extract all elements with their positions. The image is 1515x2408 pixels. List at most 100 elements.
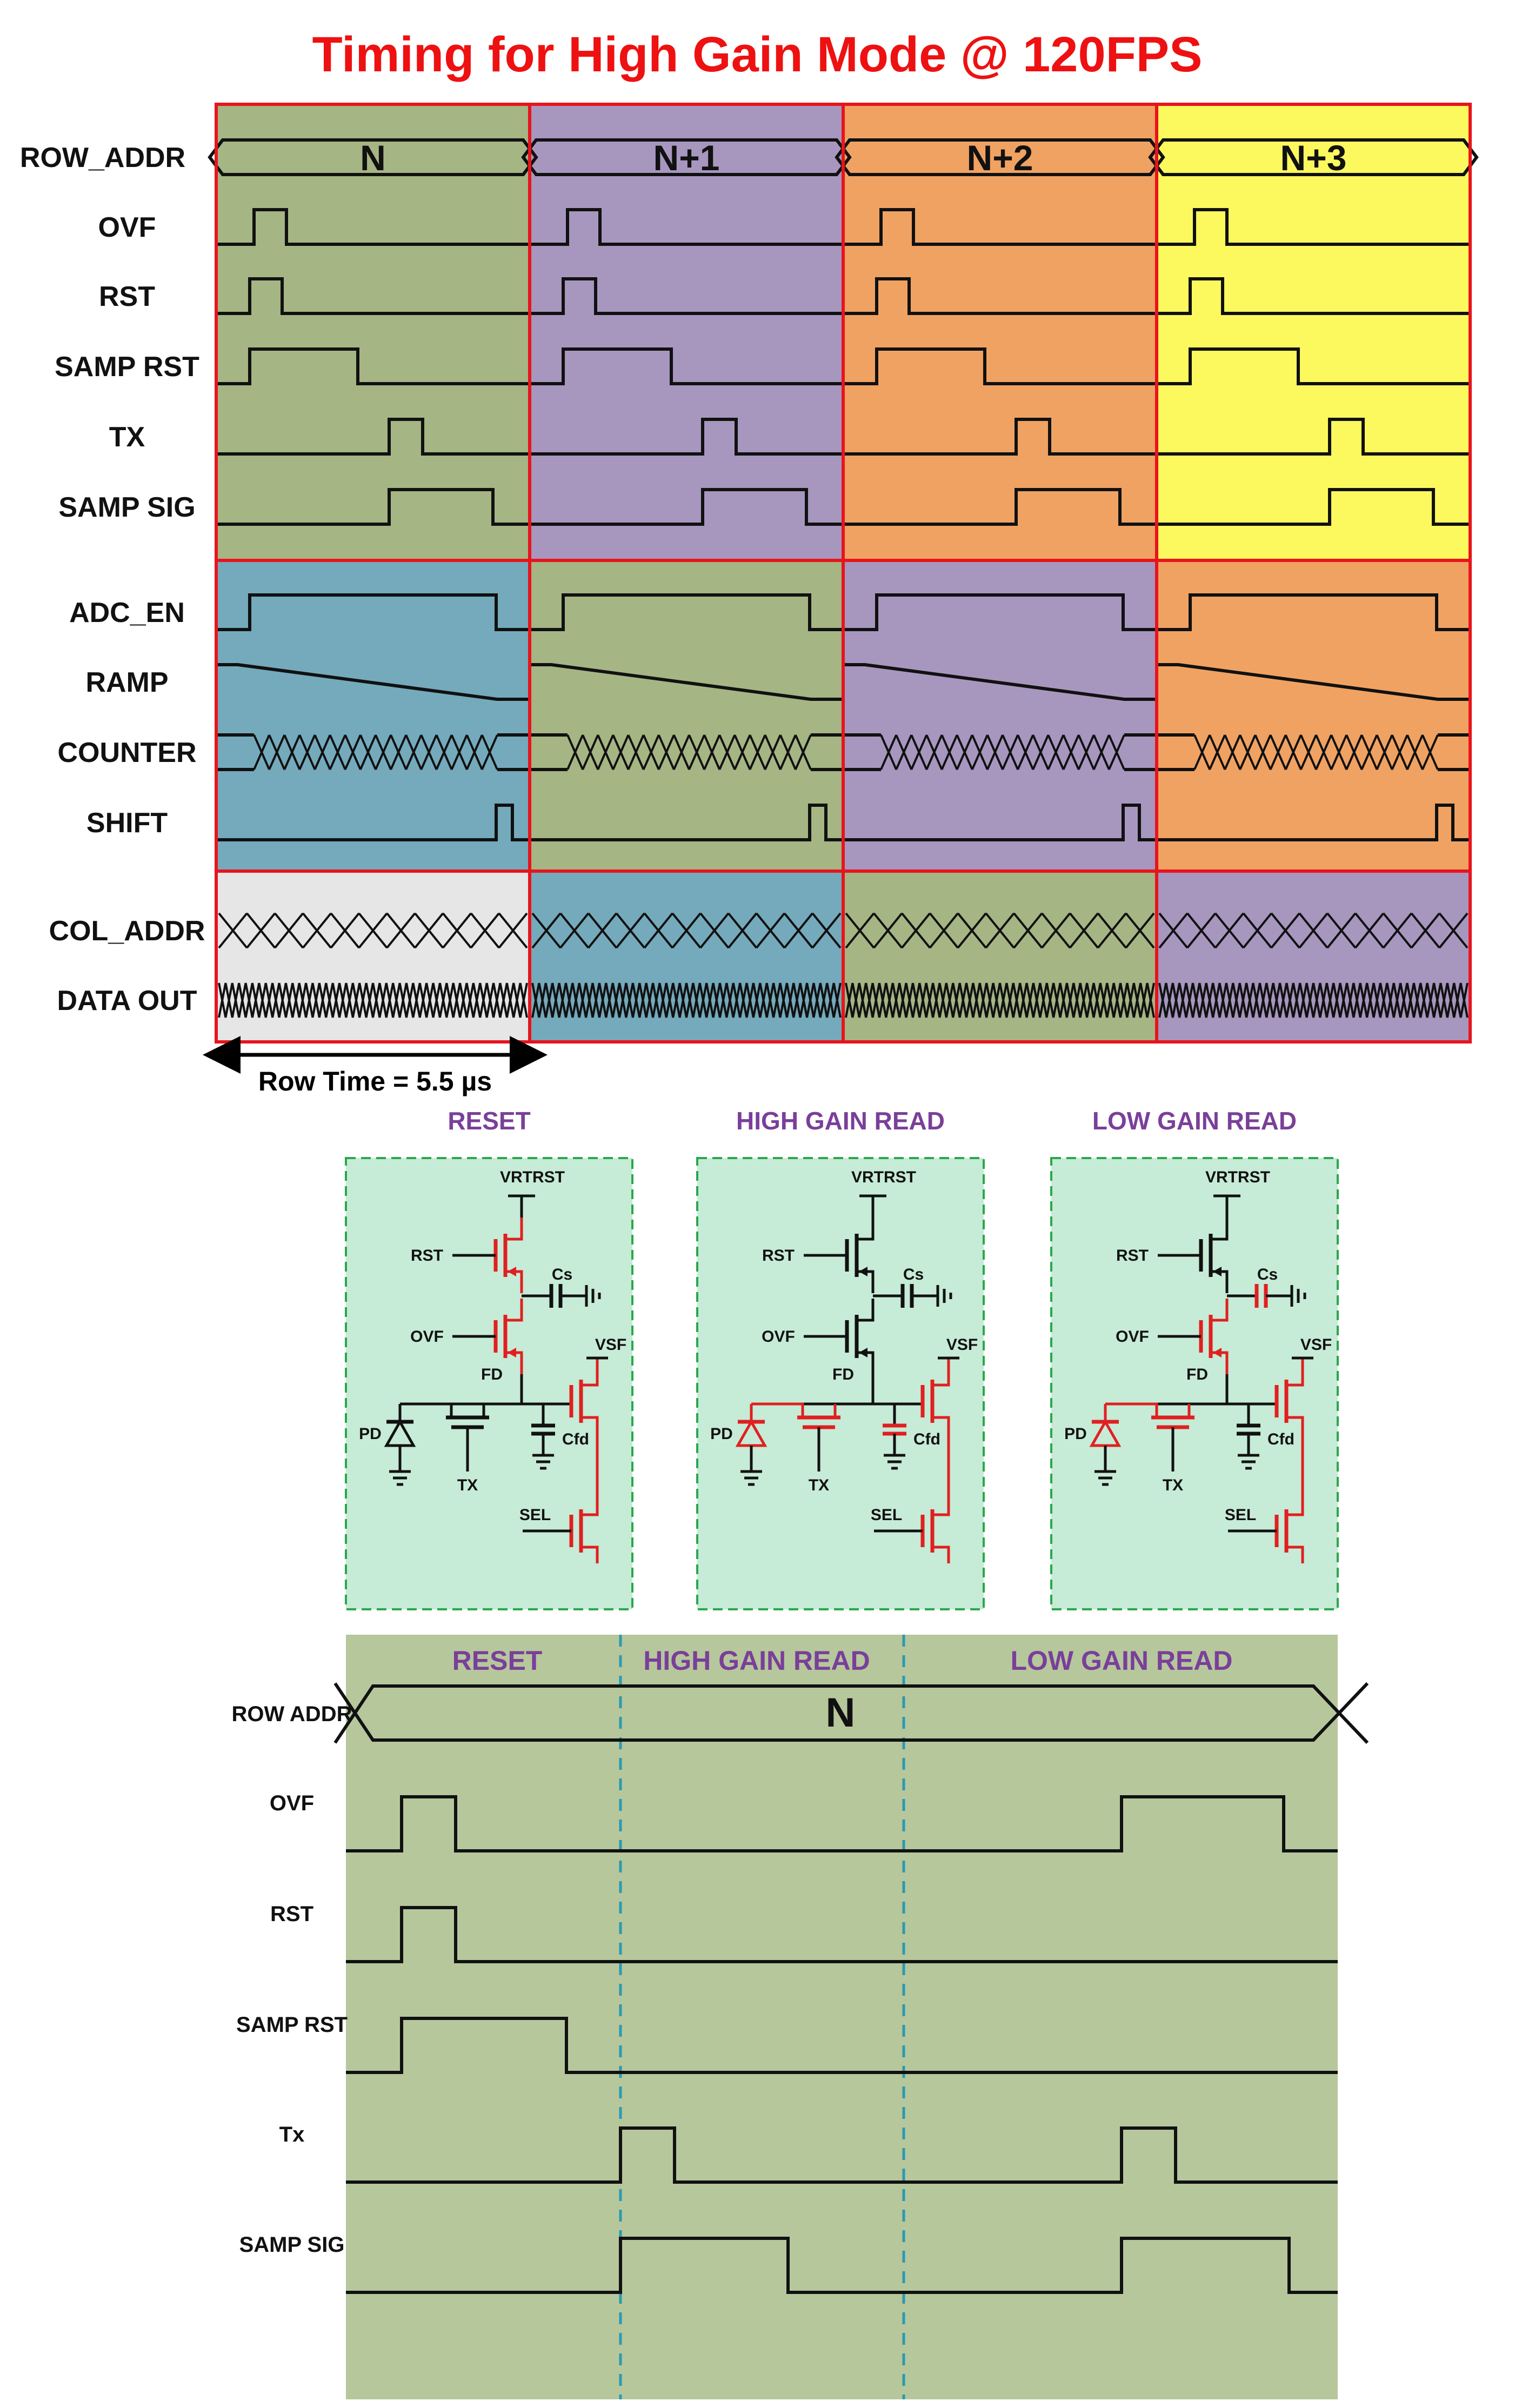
data-out-cell-3-crossings: [845, 982, 1155, 1018]
bottom-ovf-waveform: [346, 1795, 1338, 1852]
label-ovf: OVF: [762, 1328, 795, 1346]
cfd-ground-symbol: [884, 1454, 905, 1470]
samp-sig-waveform-cell-1: [216, 488, 530, 526]
cs-ground-symbol: [936, 1285, 952, 1307]
rst-transistor-arrow: [859, 1267, 867, 1276]
cell-bg-s1-c4: [1157, 104, 1470, 560]
schematic-panel-2: VRTRST RST OVF Cs FD Cfd VSF SEL TX PD: [696, 1157, 985, 1610]
sel-source: [1286, 1546, 1304, 1563]
pd-ground-symbol: [1094, 1470, 1116, 1486]
cell-bg-s2-c4: [1157, 560, 1470, 871]
col-addr-cell-1: [218, 912, 528, 949]
sf-drain: [581, 1358, 599, 1387]
col-addr-cell-1-crossings: [218, 912, 528, 949]
pixel-schematics: VRTRST RST OVF Cs FD Cfd VSF SEL TX PD RESET VRTRST…: [345, 1107, 1339, 1610]
counter-toggle-4: [1193, 734, 1439, 770]
row-addr-value-2: N+1: [653, 138, 720, 178]
data-out-cell-4-crossings: [1158, 982, 1469, 1018]
samp-rst-waveform-cell-1: [216, 347, 530, 385]
signal-label-section3_labels-0: COL_ADDR: [49, 915, 205, 947]
col-addr-cell-4-crossings: [1158, 912, 1469, 949]
data-out-cell-4: [1158, 982, 1469, 1018]
adc-en-waveform-cell-4: [1157, 593, 1470, 631]
top-chart-frame: [215, 103, 1472, 1044]
signal-label-section2_labels-3: SHIFT: [86, 807, 168, 839]
signal-label-section2_labels-2: COUNTER: [57, 737, 196, 768]
label-pd: PD: [359, 1425, 382, 1443]
samp-rst-waveform-cell-4: [1157, 347, 1470, 385]
tx-waveform-cell-1: [216, 418, 530, 456]
cell-bg-s1-c2: [530, 104, 843, 560]
samp-rst-waveform-cell-3: [843, 347, 1157, 385]
ovf-transistor: [452, 1299, 523, 1374]
schematic-panel-3: VRTRST RST OVF Cs FD Cfd VSF SEL TX PD: [1050, 1157, 1339, 1610]
data-out-cell-3: [845, 982, 1155, 1018]
data-out-cell-1: [218, 982, 528, 1018]
data-out-cell-2: [531, 982, 842, 1018]
signal-label-section1_labels-2: RST: [99, 281, 155, 312]
label-tx: TX: [457, 1476, 478, 1494]
label-cs: Cs: [903, 1266, 924, 1283]
bottom-samp-sig-waveform: [346, 2237, 1338, 2294]
tx-waveform-cell-4: [1157, 418, 1470, 456]
label-pd: PD: [710, 1425, 733, 1443]
col-addr-cell-4: [1158, 912, 1469, 949]
signal-label-section1_labels-1: OVF: [98, 212, 156, 243]
tx-waveform-cell-2: [530, 418, 843, 456]
label-cfd: Cfd: [562, 1430, 589, 1448]
label-cs: Cs: [552, 1266, 572, 1283]
rst-waveform-cell-4: [1157, 277, 1470, 315]
col-addr-cell-3: [845, 912, 1155, 949]
bottom-ovf-waveform-trace: [346, 1795, 1338, 1852]
counter-toggle-2: [566, 734, 812, 770]
counter-toggle-3: [880, 734, 1125, 770]
shift-waveform-cell-2: [530, 804, 843, 841]
col-addr-cell-3-crossings: [845, 912, 1155, 949]
sf-source: [581, 1416, 599, 1501]
label-fd: FD: [1186, 1366, 1208, 1383]
ovf-waveform-cell-1: [216, 208, 530, 246]
tx-waveform-cell-3: [843, 418, 1157, 456]
phase-label-1: RESET: [452, 1646, 543, 1676]
bottom-row-addr-bus: N: [333, 1682, 1369, 1744]
cell-bg-s2-c3: [843, 560, 1157, 871]
sel-source: [932, 1546, 950, 1563]
ovf-transistor-arrow: [1213, 1348, 1222, 1357]
ovf-waveform-cell-2: [530, 208, 843, 246]
phase-label-3: LOW GAIN READ: [1010, 1646, 1232, 1676]
label-fd: FD: [832, 1366, 854, 1383]
ovf-transistor-drain: [1211, 1299, 1229, 1322]
counter-toggle-3-crossings: [880, 734, 1125, 770]
rst-transistor-drain: [1211, 1218, 1229, 1241]
pd-ground-symbol: [740, 1470, 762, 1486]
row-addr-segment-3: [835, 138, 1165, 176]
schematic-title-1: RESET: [448, 1107, 530, 1135]
label-sel: SEL: [519, 1506, 551, 1524]
data-out-cell-1-crossings: [218, 982, 528, 1018]
label-tx: TX: [809, 1476, 829, 1494]
counter-toggle-1-crossings: [253, 734, 498, 770]
adc-en-waveform: [216, 593, 1470, 631]
bottom-rst-waveform-trace: [346, 1906, 1338, 1963]
label-cs: Cs: [1257, 1266, 1278, 1283]
label-cfd: Cfd: [1267, 1430, 1294, 1448]
label-cfd: Cfd: [913, 1430, 940, 1448]
ramp-cell-3: [843, 663, 1157, 701]
shift-waveform-cell-4: [1157, 804, 1470, 841]
shift-waveform-cell-1: [216, 804, 530, 841]
rst-transistor: [452, 1218, 523, 1293]
tx-left-terminal: [400, 1402, 453, 1417]
row-addr-value-1: N: [360, 138, 386, 178]
top-chart-waveforms: N N+1 N+2 N+3: [208, 138, 1479, 1018]
samp-sig-waveform: [216, 488, 1470, 526]
ovf-transistor-arrow: [508, 1348, 516, 1357]
row-addr-upper-edge: [333, 1684, 1369, 1744]
bottom-rst-waveform: [346, 1906, 1338, 1963]
phase-label-2: HIGH GAIN READ: [643, 1646, 870, 1676]
signal-label-section2_labels-1: RAMP: [85, 667, 168, 698]
rst-waveform-cell-2: [530, 277, 843, 315]
signal-label-section1_labels-4: TX: [109, 422, 145, 453]
adc-en-waveform-cell-1: [216, 593, 530, 631]
cs-ground-symbol: [1290, 1285, 1306, 1307]
counter-cell-4: [1157, 733, 1470, 771]
